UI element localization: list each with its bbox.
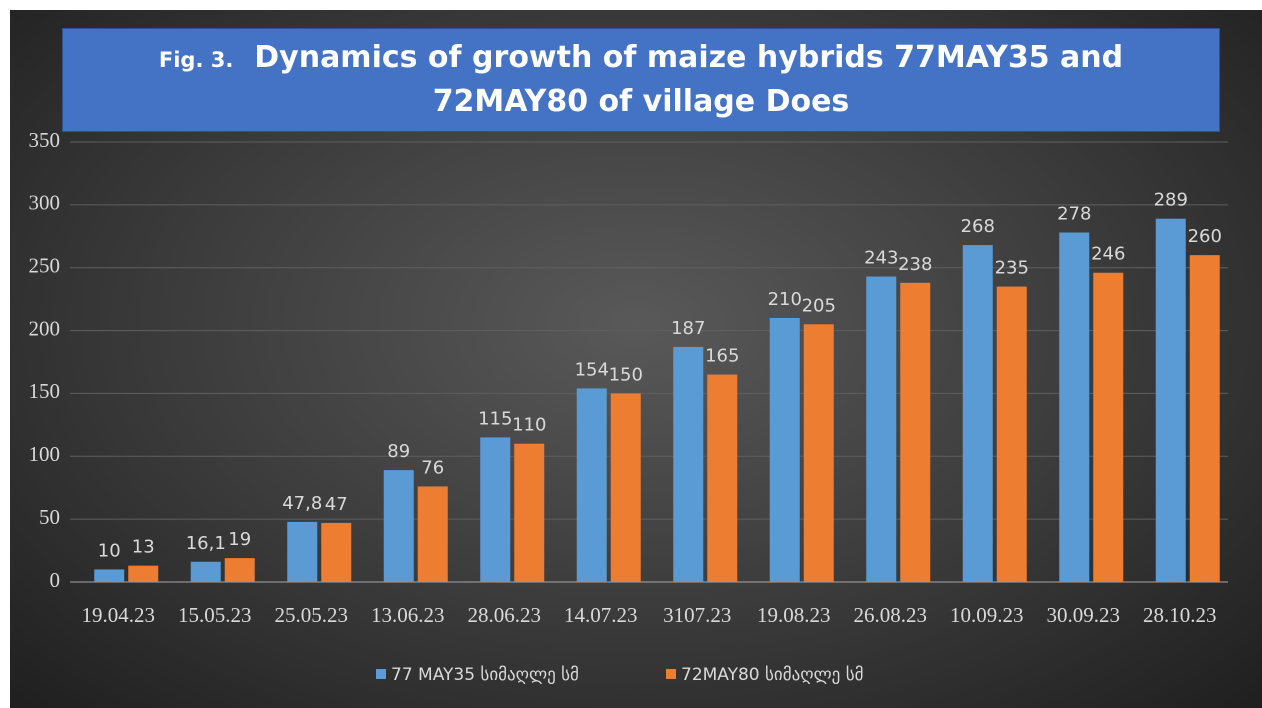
value-label: 205 xyxy=(802,295,836,316)
bar xyxy=(480,437,511,582)
value-label: 243 xyxy=(864,248,898,269)
y-tick-label: 0 xyxy=(50,568,61,592)
legend-swatch xyxy=(376,669,386,679)
bar xyxy=(610,393,641,582)
x-tick-label: 25.05.23 xyxy=(275,603,349,627)
bar xyxy=(673,346,704,582)
y-tick-label: 300 xyxy=(29,191,61,215)
legend-label: 72MAY80 სიმაღლე სმ xyxy=(681,665,863,685)
y-tick-label: 150 xyxy=(29,379,61,403)
x-tick-label: 19.04.23 xyxy=(82,603,156,627)
bar xyxy=(866,276,897,582)
x-tick-label: 14.07.23 xyxy=(564,603,638,627)
value-label: 187 xyxy=(671,318,705,339)
chart: 0 50 100 150 200 250 300 350 19.04.23 10 13 15.05.2… xyxy=(29,128,1228,685)
bar xyxy=(383,470,414,582)
bar xyxy=(1155,218,1186,582)
value-label: 238 xyxy=(898,254,932,275)
value-label: 246 xyxy=(1091,244,1125,265)
bar xyxy=(769,318,800,582)
x-tick-label: 26.08.23 xyxy=(854,603,928,627)
x-tick-label: 28.10.23 xyxy=(1143,603,1217,627)
value-label: 47 xyxy=(325,494,348,515)
bar xyxy=(128,565,159,582)
bar xyxy=(321,522,352,582)
x-tick-label: 19.08.23 xyxy=(757,603,831,627)
value-label: 289 xyxy=(1154,190,1188,211)
x-tick-label: 3107.23 xyxy=(663,603,731,627)
bar xyxy=(900,282,931,582)
value-label: 268 xyxy=(961,216,995,237)
value-label: 165 xyxy=(705,346,739,367)
bar xyxy=(576,388,607,582)
bar xyxy=(1189,255,1220,582)
value-label: 260 xyxy=(1188,226,1222,247)
chart-title: Dynamics of growth of maize hybrids 77MA… xyxy=(254,40,1124,119)
bar xyxy=(224,558,255,582)
x-tick-label: 28.06.23 xyxy=(468,603,542,627)
y-tick-label: 200 xyxy=(29,316,61,340)
value-label: 13 xyxy=(132,537,155,558)
value-label: 16,1 xyxy=(186,533,226,554)
x-tick-label: 13.06.23 xyxy=(371,603,445,627)
figure-label: Fig. 3. xyxy=(158,48,234,72)
bar xyxy=(417,486,448,582)
bar xyxy=(287,521,318,582)
value-label: 115 xyxy=(478,408,512,429)
value-label: 19 xyxy=(228,529,251,550)
value-label: 154 xyxy=(575,359,609,380)
value-label: 76 xyxy=(421,457,444,478)
legend-label: 77 MAY35 სიმაღლე სმ xyxy=(391,665,579,685)
bar xyxy=(996,286,1027,582)
x-tick-label: 15.05.23 xyxy=(178,603,252,627)
value-label: 10 xyxy=(98,540,121,561)
bar xyxy=(1093,272,1124,582)
y-tick-label: 50 xyxy=(39,505,60,529)
chart-area: 0 50 100 150 200 250 300 350 19.04.23 10 13 15.05.2… xyxy=(10,10,1262,708)
legend-swatch xyxy=(666,669,676,679)
x-tick-label: 30.09.23 xyxy=(1047,603,1121,627)
value-label: 47,8 xyxy=(282,493,322,514)
value-label: 89 xyxy=(387,441,410,462)
bar xyxy=(1059,232,1090,582)
bar xyxy=(190,561,221,582)
bar xyxy=(962,245,993,583)
y-tick-label: 350 xyxy=(29,128,61,152)
value-label: 210 xyxy=(768,289,802,310)
value-label: 278 xyxy=(1057,204,1091,225)
value-label: 110 xyxy=(512,415,546,436)
bar xyxy=(803,324,834,582)
bar xyxy=(514,443,545,582)
title-box: Fig. 3. Dynamics of growth of maize hybr… xyxy=(62,28,1220,132)
bar xyxy=(94,569,125,582)
value-label: 150 xyxy=(609,364,643,385)
y-tick-label: 250 xyxy=(29,254,61,278)
y-tick-label: 100 xyxy=(29,442,61,466)
bar xyxy=(707,374,738,582)
x-tick-label: 10.09.23 xyxy=(950,603,1024,627)
value-label: 235 xyxy=(995,258,1029,279)
